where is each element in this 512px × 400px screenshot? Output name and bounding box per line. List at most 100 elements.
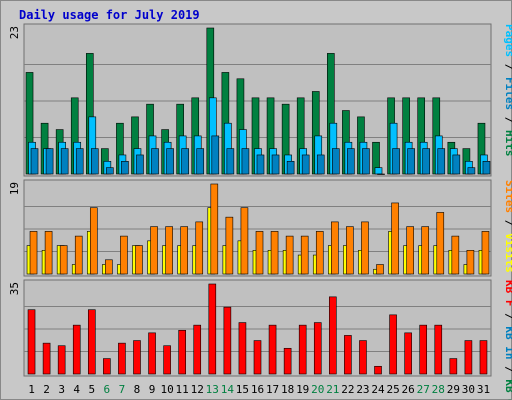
x-tick-label-day-18: 18 (281, 383, 294, 396)
x-tick-label-day-16: 16 (251, 383, 264, 396)
kbytes-bar-kb-f-day-6 (103, 358, 111, 375)
axis-label-separator: / (503, 307, 512, 327)
hits-bar-pages-day-23 (362, 148, 370, 175)
hits-bar-pages-day-19 (301, 154, 310, 175)
hits-bar-pages-day-13 (211, 135, 220, 175)
kbytes-bar-kb-f-day-15 (238, 322, 247, 375)
kbytes-bar-kb-f-day-29 (449, 358, 458, 375)
kbytes-bar-kb-f-day-1 (27, 309, 36, 375)
x-tick-label-day-31: 31 (477, 383, 490, 396)
hits-bar-pages-day-30 (467, 167, 476, 175)
x-tick-label-day-23: 23 (356, 383, 369, 396)
axis-label-separator: / (503, 213, 512, 233)
kbytes-max-label: 35 (8, 282, 21, 295)
x-tick-label-day-12: 12 (191, 383, 204, 396)
hits-bar-pages-day-26 (407, 148, 415, 175)
sites-bar-sites-day-4 (74, 235, 83, 275)
kbytes-bar-kb-f-day-25 (389, 314, 397, 375)
kbytes-bar-kb-f-day-17 (268, 324, 277, 375)
x-tick-label-day-1: 1 (28, 383, 35, 396)
hits-bar-pages-day-9 (151, 148, 159, 175)
kbytes-bar-kb-f-day-2 (42, 342, 51, 375)
hits-bar-pages-day-20 (316, 154, 325, 175)
hits-axis-label: Pages / Files / Hits (503, 24, 512, 157)
hits-bar-pages-day-5 (90, 148, 99, 175)
sites-bar-sites-day-8 (135, 245, 143, 275)
axis-label-separator: / (503, 110, 512, 130)
sites-bar-sites-day-12 (195, 221, 204, 275)
axis-label-kb-in: KB In (503, 326, 512, 359)
hits-bar-pages-day-15 (241, 148, 250, 175)
kbytes-bar-kb-f-day-7 (118, 342, 126, 375)
x-tick-label-day-9: 9 (149, 383, 156, 396)
kbytes-bar-kb-f-day-8 (133, 340, 141, 375)
hits-bar-files-day-24 (374, 167, 383, 175)
kbytes-bar-kb-f-day-4 (72, 324, 81, 375)
sites-bar-sites-day-28 (436, 212, 445, 275)
hits-bar-pages-day-29 (452, 154, 461, 175)
sites-bar-sites-day-16 (255, 231, 264, 275)
kbytes-bar-kb-f-day-5 (87, 309, 96, 375)
kbytes-bar-kb-f-day-28 (434, 324, 443, 375)
x-tick-label-day-26: 26 (402, 383, 415, 396)
sites-bar-sites-day-10 (165, 226, 173, 275)
sites-bar-sites-day-5 (89, 207, 98, 275)
x-tick-label-day-21: 21 (326, 383, 339, 396)
sites-bar-sites-day-6 (105, 259, 113, 275)
x-tick-label-day-10: 10 (160, 383, 173, 396)
kbytes-bar-kb-f-day-12 (193, 324, 202, 375)
axis-label-separator: / (503, 360, 512, 380)
x-tick-label-day-7: 7 (119, 383, 126, 396)
axis-label-visits: Visits (503, 233, 512, 273)
hits-bar-pages-day-7 (121, 161, 129, 175)
x-tick-label-day-15: 15 (236, 383, 249, 396)
kbytes-bar-kb-f-day-22 (344, 335, 352, 375)
hits-bar-pages-day-3 (60, 148, 69, 175)
hits-bar-pages-day-31 (482, 161, 491, 175)
x-tick-label-day-5: 5 (88, 383, 95, 396)
sites-bar-sites-day-22 (346, 226, 354, 275)
kbytes-bar-kb-f-day-16 (253, 340, 262, 375)
axis-label-pages: Pages (503, 24, 512, 57)
sites-bar-sites-day-9 (150, 226, 158, 275)
sites-bar-sites-day-25 (391, 202, 399, 275)
kbytes-bar-kb-f-day-23 (359, 340, 367, 375)
hits-bar-pages-day-12 (196, 148, 205, 175)
sites-bar-sites-day-7 (120, 235, 128, 275)
kbytes-bar-kb-f-day-26 (404, 332, 412, 375)
sites-bar-sites-day-23 (361, 221, 369, 275)
sites-bar-sites-day-26 (406, 226, 414, 275)
x-tick-label-day-8: 8 (134, 383, 141, 396)
x-tick-label-day-28: 28 (432, 383, 445, 396)
kbytes-axis-label: KB F / KB In / KB Out (503, 280, 512, 400)
sites-bar-sites-day-11 (180, 226, 188, 275)
x-tick-label-day-6: 6 (104, 383, 111, 396)
x-tick-label-day-25: 25 (386, 383, 399, 396)
sites-bar-sites-day-24 (376, 264, 384, 275)
x-tick-label-day-24: 24 (371, 383, 385, 396)
kbytes-panel: 35 KB F / KB In / KB Out (8, 279, 512, 400)
hits-bar-pages-day-8 (136, 154, 144, 175)
kbytes-bar-kb-f-day-18 (283, 347, 292, 375)
hits-bar-pages-day-10 (166, 148, 174, 175)
hits-bar-pages-day-11 (181, 148, 189, 175)
kbytes-bar-kb-f-day-9 (148, 332, 156, 375)
x-tick-label-day-30: 30 (462, 383, 475, 396)
hits-bar-pages-day-25 (392, 148, 400, 175)
sites-bar-sites-day-3 (59, 245, 68, 275)
x-tick-label-day-13: 13 (206, 383, 219, 396)
hits-bar-pages-day-22 (347, 148, 355, 175)
x-tick-label-day-11: 11 (176, 383, 189, 396)
sites-max-label: 19 (8, 182, 21, 195)
x-tick-label-day-29: 29 (447, 383, 460, 396)
x-tick-label-day-19: 19 (296, 383, 309, 396)
kbytes-bar-kb-f-day-10 (163, 345, 171, 375)
x-tick-label-day-14: 14 (221, 383, 235, 396)
kbytes-bar-kb-f-day-14 (223, 306, 232, 375)
axis-label-files: Files (503, 77, 512, 110)
sites-bar-sites-day-1 (29, 231, 38, 275)
hits-bar-pages-day-16 (256, 154, 265, 175)
hits-bar-pages-day-1 (30, 148, 39, 175)
chart-title: Daily usage for July 2019 (19, 8, 200, 22)
